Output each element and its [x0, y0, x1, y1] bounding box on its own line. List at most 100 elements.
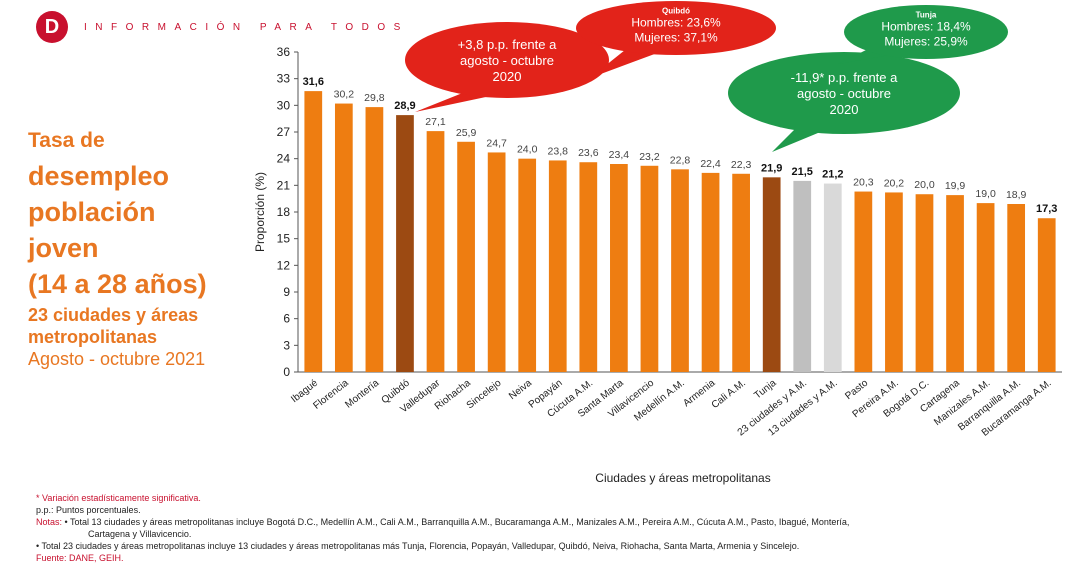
bar: [304, 91, 323, 372]
bar: [701, 172, 720, 372]
title-line-4: joven: [28, 233, 99, 263]
bar: [610, 164, 628, 372]
bar-value-label: 19,0: [975, 188, 996, 200]
callout-text: Mujeres: 25,9%: [884, 35, 968, 49]
callout-text: agosto - octubre: [460, 53, 554, 68]
bar-value-label: 30,2: [334, 89, 355, 101]
category-label: Florencia: [311, 377, 351, 411]
bar: [793, 180, 812, 372]
note-2: • Total 23 ciudades y áreas metropolitan…: [36, 541, 800, 551]
note-significance: * Variación estadísticamente significati…: [36, 493, 201, 503]
bar-value-label: 31,6: [303, 76, 324, 88]
bar-value-label: 21,2: [822, 169, 843, 181]
bar: [823, 183, 842, 372]
bar: [1037, 218, 1056, 372]
callout-bubble: [844, 5, 1008, 59]
callout-bubble: [576, 1, 776, 55]
y-tick-label: 33: [277, 72, 291, 86]
bar-value-label: 28,9: [394, 100, 415, 112]
x-axis-label: Ciudades y áreas metropolitanas: [595, 471, 770, 485]
bar: [915, 194, 934, 372]
note-source: Fuente: DANE, GEIH.: [36, 553, 124, 563]
title-line-6: 23 ciudades y áreas: [28, 305, 199, 325]
bar-value-label: 24,0: [517, 144, 538, 156]
bar-value-label: 23,2: [639, 151, 660, 163]
tagline: INFORMACIÓN PARA TODOS: [84, 22, 409, 33]
bar: [671, 169, 689, 372]
bar: [732, 173, 750, 372]
bar: [579, 162, 598, 372]
bar-value-label: 23,6: [578, 147, 599, 159]
bar-value-label: 23,8: [548, 145, 569, 157]
bar-value-label: 19,9: [945, 180, 966, 192]
callout-text: -11,9* p.p. frente a: [791, 70, 898, 85]
category-label: Cali A.M.: [710, 378, 748, 411]
bar: [640, 165, 659, 372]
bar-value-label: 24,7: [486, 137, 507, 149]
bar-value-label: 23,4: [609, 149, 630, 161]
y-axis-label: Proporción (%): [253, 172, 267, 252]
bar: [334, 103, 353, 373]
bar-value-label: 20,3: [853, 177, 874, 189]
y-tick-label: 15: [277, 232, 291, 246]
bar-value-label: 20,2: [884, 177, 905, 189]
title-line-3: población: [28, 197, 156, 227]
side-title: Tasa de desempleo población joven (14 a …: [28, 128, 258, 370]
title-line-2: desempleo: [28, 161, 170, 191]
category-label: Sincelejo: [465, 377, 504, 411]
callout-text: +3,8 p.p. frente a: [458, 37, 557, 52]
y-tick-label: 18: [277, 205, 291, 219]
callout-bubble: [728, 52, 960, 134]
bar: [426, 131, 445, 372]
footnotes: * Variación estadísticamente significati…: [36, 492, 1066, 564]
y-tick-label: 27: [277, 125, 291, 139]
bar: [976, 203, 995, 372]
bar-value-label: 25,9: [456, 127, 477, 139]
notes-label: Notas:: [36, 517, 63, 527]
y-tick-label: 24: [277, 152, 291, 166]
note-1: • Total 13 ciudades y áreas metropolitan…: [64, 517, 850, 527]
callout-text: 2020: [830, 102, 859, 117]
bar: [365, 107, 384, 372]
bar-value-label: 22,3: [731, 159, 752, 171]
bar-value-label: 27,1: [425, 116, 446, 128]
bar-value-label: 29,8: [364, 92, 385, 104]
bar: [946, 195, 964, 372]
bar: [854, 191, 873, 372]
bar-value-label: 21,9: [761, 162, 782, 174]
bar-value-label: 21,5: [792, 166, 813, 178]
bar-value-label: 22,8: [670, 154, 691, 166]
bar-value-label: 20,0: [914, 179, 935, 191]
callout-tail: [590, 46, 660, 78]
dane-logo: D: [36, 11, 68, 43]
y-tick-label: 3: [283, 338, 290, 352]
bar-value-label: 18,9: [1006, 189, 1027, 201]
callout-text: 2020: [493, 69, 522, 84]
note-1-cont: Cartagena y Villavicencio.: [88, 529, 192, 539]
callout-heading: Tunja: [916, 11, 937, 20]
callout-text: Hombres: 23,6%: [631, 16, 721, 30]
bar: [1007, 204, 1026, 372]
note-pp: p.p.: Puntos porcentuales.: [36, 505, 141, 515]
callout-heading: Quibdó: [662, 7, 690, 16]
title-line-5: (14 a 28 años): [28, 269, 207, 299]
y-tick-label: 9: [283, 285, 290, 299]
title-line-1: Tasa de: [28, 129, 105, 152]
y-tick-label: 30: [277, 98, 291, 112]
category-label: Montería: [343, 377, 381, 410]
bar: [396, 115, 414, 372]
bar: [885, 192, 903, 372]
title-period: Agosto - octubre 2021: [28, 349, 206, 369]
callout-text: Hombres: 18,4%: [881, 20, 971, 34]
y-tick-label: 12: [277, 258, 291, 272]
bar: [518, 158, 537, 372]
y-tick-label: 36: [277, 45, 291, 59]
bar-value-label: 22,4: [700, 158, 721, 170]
y-tick-label: 21: [277, 178, 291, 192]
bar: [487, 152, 506, 372]
bar-value-label: 17,3: [1036, 203, 1057, 215]
callout-bubble: [405, 22, 609, 98]
callout-text: Mujeres: 37,1%: [634, 31, 718, 45]
bar: [548, 160, 567, 372]
